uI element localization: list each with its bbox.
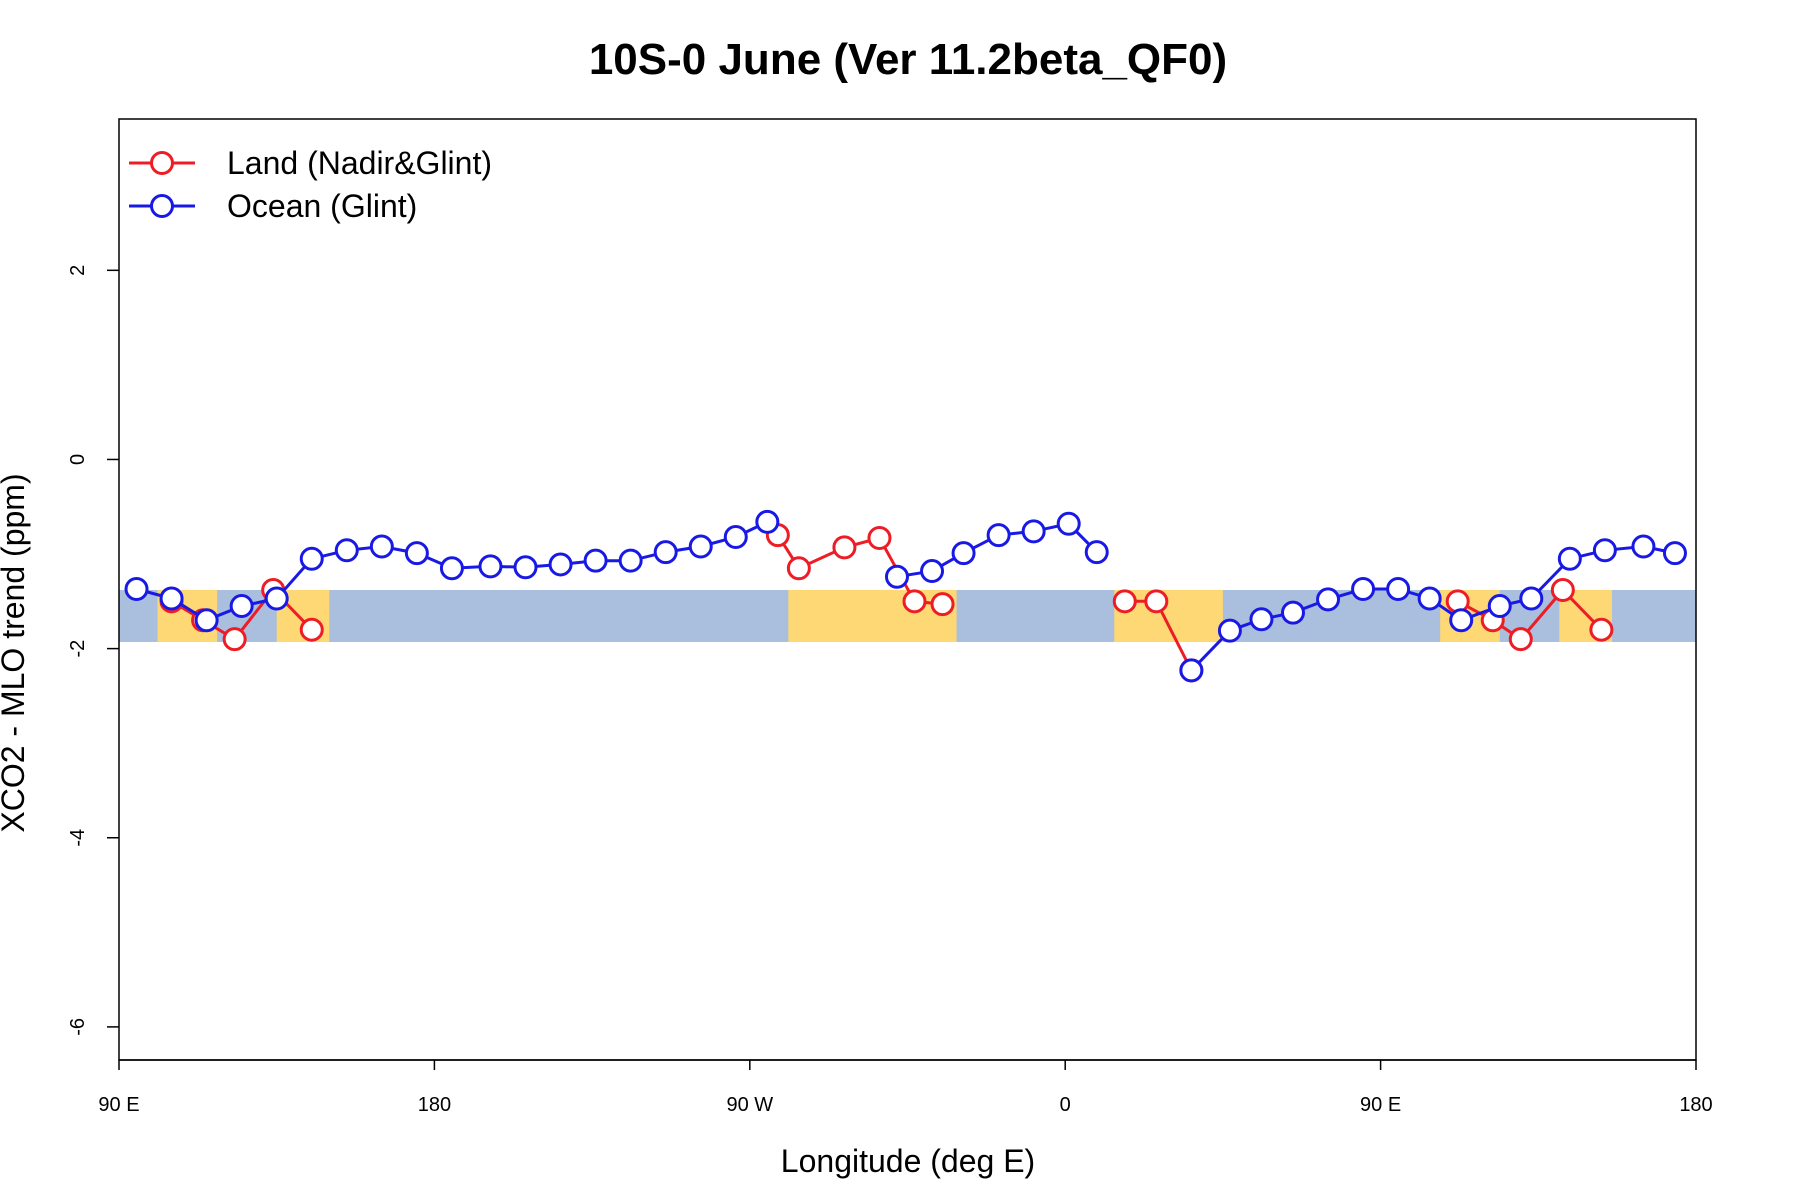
x-tick-label: 90 W: [726, 1094, 773, 1116]
ocean-data-point: [299, 546, 324, 571]
ocean-data-point: [723, 525, 748, 550]
ocean-data-point: [229, 594, 254, 619]
y-tick-label: 0: [67, 454, 89, 465]
land-data-point: [1144, 589, 1169, 614]
ocean-data-point: [159, 586, 184, 611]
ocean-data-point: [404, 541, 429, 566]
legend-ocean-marker: [150, 194, 174, 218]
legend-land-marker: [150, 151, 174, 175]
ocean-data-point: [1056, 511, 1081, 536]
ocean-data-point: [264, 586, 289, 611]
ocean-data-point: [1592, 538, 1617, 563]
land-region: [788, 589, 957, 642]
ocean-data-point: [1021, 519, 1046, 544]
x-tick-label: 180: [418, 1094, 451, 1116]
legend-land-label: Land (Nadir&Glint): [227, 145, 492, 181]
ocean-data-point: [1084, 540, 1109, 565]
land-data-point: [930, 592, 955, 617]
land-data-point: [832, 535, 857, 560]
ocean-data-point: [1249, 607, 1274, 632]
ocean-data-point: [478, 554, 503, 579]
y-tick-label: -6: [67, 1018, 89, 1036]
ocean-data-point: [653, 540, 678, 565]
land-data-point: [299, 617, 324, 642]
ocean-data-point: [1662, 541, 1687, 566]
ocean-data-point: [755, 509, 780, 534]
ocean-data-point: [688, 534, 713, 559]
ocean-data-point: [124, 577, 149, 602]
land-data-point: [786, 556, 811, 581]
x-tick-label: 90 E: [1360, 1094, 1401, 1116]
land-data-point: [1112, 589, 1137, 614]
ocean-data-point: [1487, 594, 1512, 619]
ocean-data-point: [1417, 586, 1442, 611]
y-tick-label: 2: [67, 265, 89, 276]
ocean-data-point: [334, 538, 359, 563]
ocean-data-point: [1519, 586, 1544, 611]
legend-ocean-label: Ocean (Glint): [227, 188, 417, 224]
ocean-data-point: [1316, 587, 1341, 612]
ocean-data-point: [1351, 577, 1376, 602]
x-tick-label: 0: [1060, 1094, 1071, 1116]
y-axis-label: XCO2 - MLO trend (ppm): [0, 473, 31, 832]
chart-title: 10S-0 June (Ver 11.2beta_QF0): [589, 35, 1227, 84]
ocean-data-point: [1631, 534, 1656, 559]
ocean-data-point: [583, 548, 608, 573]
data-series: [124, 509, 1687, 683]
ocean-data-point: [369, 534, 394, 559]
ocean-data-point: [513, 555, 538, 580]
ocean-data-point: [920, 559, 945, 584]
ocean-data-point: [1179, 658, 1204, 683]
legend: Land (Nadir&Glint) Ocean (Glint): [129, 145, 492, 224]
ocean-data-point: [1217, 618, 1242, 643]
x-tick-label: 180: [1679, 1094, 1712, 1116]
x-tick-label: 90 E: [98, 1094, 139, 1116]
ocean-data-point: [1280, 600, 1305, 625]
land-data-point: [1550, 577, 1575, 602]
ocean-data-point: [548, 552, 573, 577]
ocean-data-point: [951, 541, 976, 566]
land-data-point: [902, 589, 927, 614]
land-data-point: [867, 525, 892, 550]
land-data-point: [1445, 589, 1470, 614]
x-axis-label: Longitude (deg E): [781, 1143, 1035, 1179]
ocean-data-point: [1386, 577, 1411, 602]
ocean-data-point: [884, 564, 909, 589]
y-tick-label: -4: [67, 829, 89, 847]
land-data-point: [1508, 627, 1533, 652]
axes: 90 E 180 90 W 0 90 E 180 2 0 -2 -4 -6: [67, 265, 1713, 1116]
ocean-data-point: [618, 548, 643, 573]
ocean-data-point: [439, 556, 464, 581]
y-tick-label: -2: [67, 640, 89, 658]
ocean-data-point: [1557, 546, 1582, 571]
land-data-point: [1589, 617, 1614, 642]
land-data-point: [222, 627, 247, 652]
ocean-data-point: [194, 608, 219, 633]
ocean-data-point: [1449, 608, 1474, 633]
ocean-data-point: [986, 523, 1011, 548]
